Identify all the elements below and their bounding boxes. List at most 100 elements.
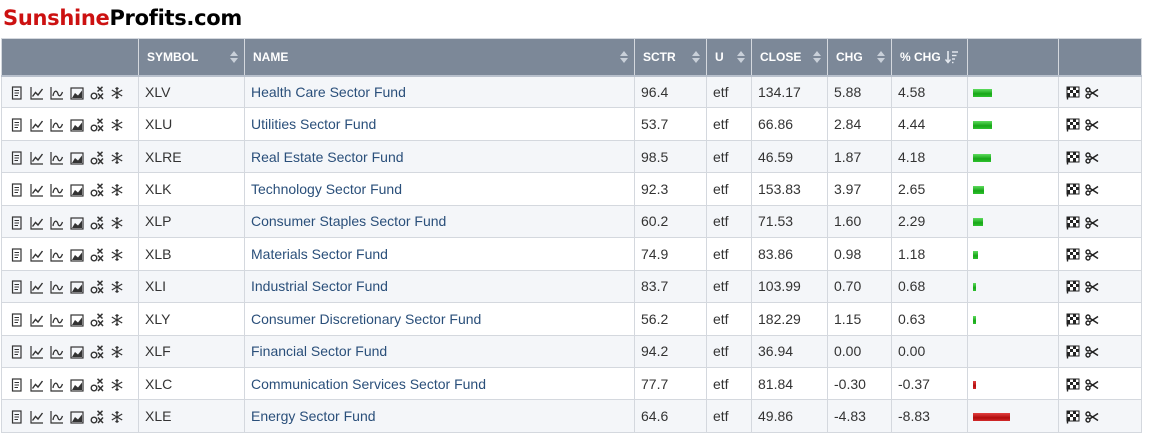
snowflake-icon[interactable] [110,86,124,100]
fund-name-link[interactable]: Real Estate Sector Fund [251,148,404,165]
chg-column-header[interactable]: CHG [827,38,892,76]
snowflake-icon[interactable] [110,280,124,294]
table-row[interactable]: XLC Communication Services Sector Fund 77.… [1,366,1142,401]
point-figure-icon[interactable] [90,86,104,100]
line-chart-icon[interactable] [30,378,44,392]
scissors-icon[interactable] [1085,280,1099,294]
table-row[interactable]: XLF Financial Sector Fund 94.2 etf 36.94 0.00… [1,334,1142,368]
scissors-icon[interactable] [1085,151,1099,165]
point-figure-icon[interactable] [90,118,104,132]
checkered-flag-icon[interactable] [1066,183,1080,197]
document-icon[interactable] [10,118,24,132]
seasonality-icon[interactable] [50,345,64,359]
point-figure-icon[interactable] [90,150,104,165]
scissors-icon[interactable] [1085,183,1099,197]
scissors-icon[interactable] [1085,410,1099,424]
name-column-header[interactable]: NAME [244,38,635,76]
pchg-column-header[interactable]: % CHG [891,38,968,76]
table-row[interactable]: XLK Technology Sector Fund 92.3 etf 153.83 3.… [1,172,1142,206]
snowflake-icon[interactable] [110,183,124,197]
area-chart-icon[interactable] [70,345,84,359]
point-figure-icon[interactable] [90,313,104,327]
document-icon[interactable] [10,86,24,100]
area-chart-icon[interactable] [70,151,84,165]
document-icon[interactable] [10,378,24,392]
line-chart-icon[interactable] [30,151,44,165]
checkered-flag-icon[interactable] [1066,86,1080,100]
document-icon[interactable] [10,183,24,197]
point-figure-icon[interactable] [90,248,104,262]
scissors-icon[interactable] [1085,118,1099,132]
seasonality-icon[interactable] [50,378,64,392]
point-figure-icon[interactable] [90,183,104,197]
fund-name-link[interactable]: Industrial Sector Fund [251,278,388,295]
fund-name-link[interactable]: Technology Sector Fund [251,181,402,198]
seasonality-icon[interactable] [50,280,64,295]
line-chart-icon[interactable] [30,345,44,359]
document-icon[interactable] [10,216,24,230]
point-figure-icon[interactable] [90,215,104,230]
document-icon[interactable] [10,345,24,359]
point-figure-icon[interactable] [90,378,104,392]
seasonality-icon[interactable] [50,216,64,230]
fund-name-link[interactable]: Energy Sector Fund [251,408,376,425]
table-row[interactable]: XLY Consumer Discretionary Sector Fund 56.… [1,302,1142,336]
line-chart-icon[interactable] [30,248,44,262]
table-row[interactable]: XLU Utilities Sector Fund 53.7 etf 66.86 2.84… [1,107,1142,141]
checkered-flag-icon[interactable] [1066,378,1080,392]
line-chart-icon[interactable] [30,280,44,295]
line-chart-icon[interactable] [30,313,44,327]
table-row[interactable]: XLE Energy Sector Fund 64.6 etf 49.86 -4.83 -8… [1,399,1142,433]
snowflake-icon[interactable] [110,410,124,424]
document-icon[interactable] [10,248,24,262]
snowflake-icon[interactable] [110,118,124,132]
area-chart-icon[interactable] [70,410,84,424]
point-figure-icon[interactable] [90,345,104,359]
area-chart-icon[interactable] [70,248,84,262]
area-chart-icon[interactable] [70,216,84,230]
table-row[interactable]: XLV Health Care Sector Fund 96.4 etf 134.17 5… [1,74,1142,109]
seasonality-icon[interactable] [50,86,64,100]
area-chart-icon[interactable] [70,86,84,100]
symbol-column-header[interactable]: SYMBOL [138,38,245,76]
checkered-flag-icon[interactable] [1066,410,1080,424]
table-row[interactable]: XLB Materials Sector Fund 74.9 etf 83.86 0.98… [1,237,1142,271]
point-figure-icon[interactable] [90,410,104,424]
snowflake-icon[interactable] [110,151,124,165]
scissors-icon[interactable] [1085,248,1099,262]
scissors-icon[interactable] [1085,216,1099,230]
table-row[interactable]: XLRE Real Estate Sector Fund 98.5 etf 46.59 1… [1,139,1142,174]
line-chart-icon[interactable] [30,118,44,132]
document-icon[interactable] [10,280,24,295]
scissors-icon[interactable] [1085,345,1099,359]
table-row[interactable]: XLI Industrial Sector Fund 83.7 etf 103.99 0.… [1,269,1142,304]
area-chart-icon[interactable] [70,378,84,392]
area-chart-icon[interactable] [70,183,84,197]
seasonality-icon[interactable] [50,248,64,262]
seasonality-icon[interactable] [50,313,64,327]
checkered-flag-icon[interactable] [1066,118,1080,132]
fund-name-link[interactable]: Communication Services Sector Fund [251,375,486,392]
seasonality-icon[interactable] [50,410,64,424]
seasonality-icon[interactable] [50,118,64,132]
fund-name-link[interactable]: Materials Sector Fund [251,245,388,262]
document-icon[interactable] [10,313,24,327]
fund-name-link[interactable]: Consumer Staples Sector Fund [251,213,447,230]
sctr-column-header[interactable]: SCTR [634,38,707,76]
area-chart-icon[interactable] [70,118,84,132]
line-chart-icon[interactable] [30,410,44,424]
table-row[interactable]: XLP Consumer Staples Sector Fund 60.2 etf 71… [1,204,1142,239]
snowflake-icon[interactable] [110,345,124,359]
site-logo[interactable]: SunshineProfits.com [3,4,242,32]
fund-name-link[interactable]: Financial Sector Fund [251,343,388,360]
document-icon[interactable] [10,151,24,165]
checkered-flag-icon[interactable] [1066,345,1080,359]
line-chart-icon[interactable] [30,216,44,230]
point-figure-icon[interactable] [90,280,104,294]
seasonality-icon[interactable] [50,151,64,165]
line-chart-icon[interactable] [30,86,44,100]
line-chart-icon[interactable] [30,183,44,197]
scissors-icon[interactable] [1085,86,1099,100]
snowflake-icon[interactable] [110,248,124,262]
area-chart-icon[interactable] [70,313,84,327]
